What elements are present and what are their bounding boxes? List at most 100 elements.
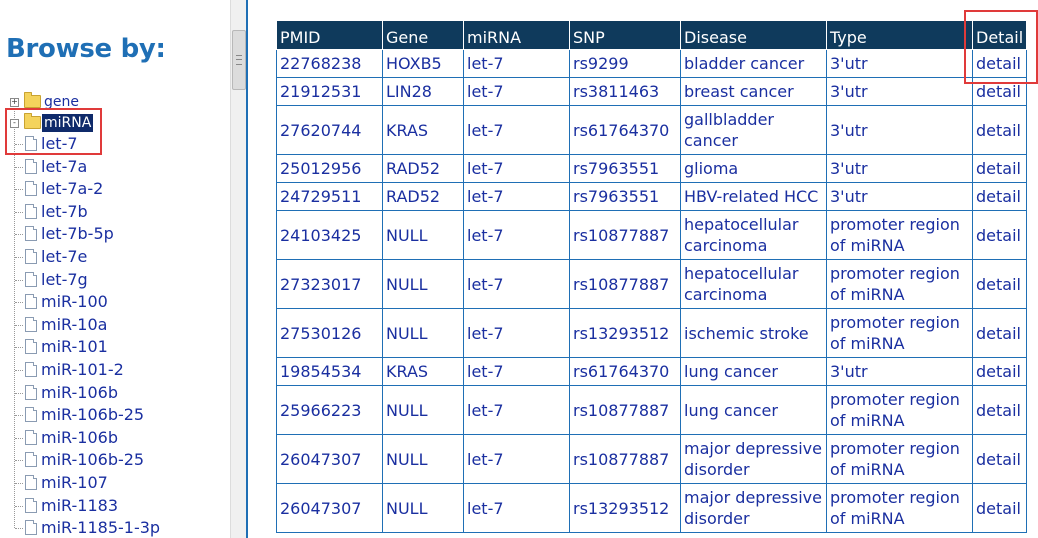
detail-link[interactable]: detail xyxy=(976,82,1021,101)
snp-link[interactable]: rs7963551 xyxy=(573,159,660,178)
mirna-cell: let-7 xyxy=(467,225,504,245)
snp-link[interactable]: rs10877887 xyxy=(573,400,670,420)
type-cell: 3'utr xyxy=(826,77,973,106)
tree-item-label[interactable]: miR-100 xyxy=(41,292,108,312)
detail-link[interactable]: detail xyxy=(976,449,1021,469)
pmid-link[interactable]: 25966223 xyxy=(280,400,362,420)
pmid-cell: 27620744 xyxy=(276,105,383,155)
tree-item-label[interactable]: let-7a xyxy=(41,156,88,176)
pmid-link[interactable]: 24103425 xyxy=(280,225,362,245)
detail-link[interactable]: detail xyxy=(976,159,1021,178)
disease-cell: major depressive disorder xyxy=(684,439,822,479)
document-icon xyxy=(25,294,37,310)
disease-cell: lung cancer xyxy=(680,385,827,435)
tree-item[interactable]: miR-106b xyxy=(0,428,200,448)
tree-item[interactable]: let-7 xyxy=(0,134,200,154)
tree-item[interactable]: miR-10a xyxy=(0,315,200,335)
tree-item-label[interactable]: miR-1185-1-3p xyxy=(41,518,161,538)
scrollbar-thumb[interactable] xyxy=(232,30,246,90)
tree-item[interactable]: miR-101 xyxy=(0,337,200,357)
tree-connector xyxy=(15,302,23,304)
tree-item[interactable]: let-7g xyxy=(0,270,200,290)
snp-link[interactable]: rs13293512 xyxy=(573,498,670,518)
tree-item[interactable]: miR-1185-1-3p xyxy=(0,518,200,538)
tree-item[interactable]: miR-106b xyxy=(0,383,200,403)
pmid-link[interactable]: 26047307 xyxy=(280,498,362,518)
disease-cell: HBV-related HCC xyxy=(680,182,827,211)
detail-link[interactable]: detail xyxy=(976,323,1021,343)
tree-item-label[interactable]: let-7 xyxy=(41,134,78,153)
header-gene: Gene xyxy=(382,20,464,50)
detail-link[interactable]: detail xyxy=(976,400,1021,420)
tree-connector xyxy=(15,505,23,507)
pmid-link[interactable]: 27323017 xyxy=(280,274,362,294)
snp-link[interactable]: rs61764370 xyxy=(573,120,670,140)
tree-item-label[interactable]: miR-106b-25 xyxy=(41,450,145,470)
expand-icon[interactable]: + xyxy=(10,97,19,107)
sidebar: Browse by: + gene - miRNA let-7 let-7a let… xyxy=(0,0,230,538)
tree-folder-gene[interactable]: + gene xyxy=(0,92,200,112)
pmid-link[interactable]: 27620744 xyxy=(280,120,362,140)
detail-cell: detail xyxy=(971,182,1028,211)
tree-item[interactable]: let-7a-2 xyxy=(0,179,200,199)
tree-item[interactable]: miR-106b-25 xyxy=(0,405,200,425)
snp-link[interactable]: rs9299 xyxy=(573,54,629,73)
tree-folder-mirna[interactable]: - miRNA xyxy=(0,113,200,133)
tree-item[interactable]: let-7a xyxy=(0,157,200,177)
detail-link[interactable]: detail xyxy=(976,362,1021,381)
tree-item-label[interactable]: miR-107 xyxy=(41,473,108,492)
pmid-link[interactable]: 21912531 xyxy=(280,82,362,101)
tree-item-label[interactable]: let-7b-5p xyxy=(41,224,114,244)
tree-item-label[interactable]: let-7a-2 xyxy=(41,179,104,199)
tree-item[interactable]: miR-101-2 xyxy=(0,360,200,380)
tree-connector xyxy=(15,415,23,417)
pmid-link[interactable]: 25012956 xyxy=(280,159,362,178)
tree-item-label[interactable]: miR-106b xyxy=(41,382,118,402)
mirna-cell: let-7 xyxy=(463,259,570,309)
gene-cell: RAD52 xyxy=(382,154,464,183)
tree-item-label[interactable]: let-7b xyxy=(41,201,88,221)
snp-link[interactable]: rs10877887 xyxy=(573,274,670,294)
tree-item-label[interactable]: miR-106b-25 xyxy=(41,405,145,425)
tree-item[interactable]: let-7e xyxy=(0,247,200,267)
tree-connector xyxy=(15,528,23,530)
tree-item[interactable]: miR-1183 xyxy=(0,496,200,516)
tree-folder-label[interactable]: miRNA xyxy=(42,114,94,132)
tree-item[interactable]: miR-107 xyxy=(0,473,200,493)
type-cell: 3'utr xyxy=(830,82,868,101)
detail-link[interactable]: detail xyxy=(976,498,1021,518)
snp-link[interactable]: rs10877887 xyxy=(573,225,670,245)
collapse-icon[interactable]: - xyxy=(10,119,19,128)
detail-link[interactable]: detail xyxy=(976,274,1021,294)
tree-item[interactable]: let-7b xyxy=(0,202,200,222)
snp-link[interactable]: rs61764370 xyxy=(573,362,670,381)
pmid-link[interactable]: 24729511 xyxy=(280,187,362,206)
document-icon xyxy=(25,452,37,468)
tree-item-label[interactable]: miR-1183 xyxy=(41,495,118,515)
tree-item-label[interactable]: miR-101-2 xyxy=(41,360,124,379)
pmid-link[interactable]: 22768238 xyxy=(280,54,362,73)
tree-item-label[interactable]: miR-106b xyxy=(41,427,118,447)
snp-link[interactable]: rs3811463 xyxy=(573,82,660,101)
disease-cell: hepatocellular carcinoma xyxy=(684,264,799,304)
snp-link[interactable]: rs10877887 xyxy=(573,449,670,469)
tree-item-label[interactable]: let-7g xyxy=(41,269,88,289)
tree-item-label[interactable]: miR-101 xyxy=(41,337,108,357)
sidebar-scrollbar[interactable] xyxy=(230,0,246,538)
detail-link[interactable]: detail xyxy=(976,225,1021,245)
tree-item[interactable]: miR-106b-25 xyxy=(0,450,200,470)
tree-connector xyxy=(15,279,23,281)
tree-item[interactable]: miR-100 xyxy=(0,292,200,312)
snp-link[interactable]: rs7963551 xyxy=(573,187,660,206)
pmid-link[interactable]: 27530126 xyxy=(280,323,362,343)
detail-link[interactable]: detail xyxy=(976,120,1021,140)
detail-link[interactable]: detail xyxy=(976,187,1021,206)
tree-folder-label[interactable]: gene xyxy=(44,94,79,110)
snp-link[interactable]: rs13293512 xyxy=(573,323,670,343)
tree-item-label[interactable]: let-7e xyxy=(41,247,88,266)
tree-item-label[interactable]: miR-10a xyxy=(41,314,108,334)
pmid-link[interactable]: 19854534 xyxy=(280,362,362,381)
tree-item[interactable]: let-7b-5p xyxy=(0,224,200,244)
pmid-link[interactable]: 26047307 xyxy=(280,449,362,469)
detail-link[interactable]: detail xyxy=(976,54,1021,73)
